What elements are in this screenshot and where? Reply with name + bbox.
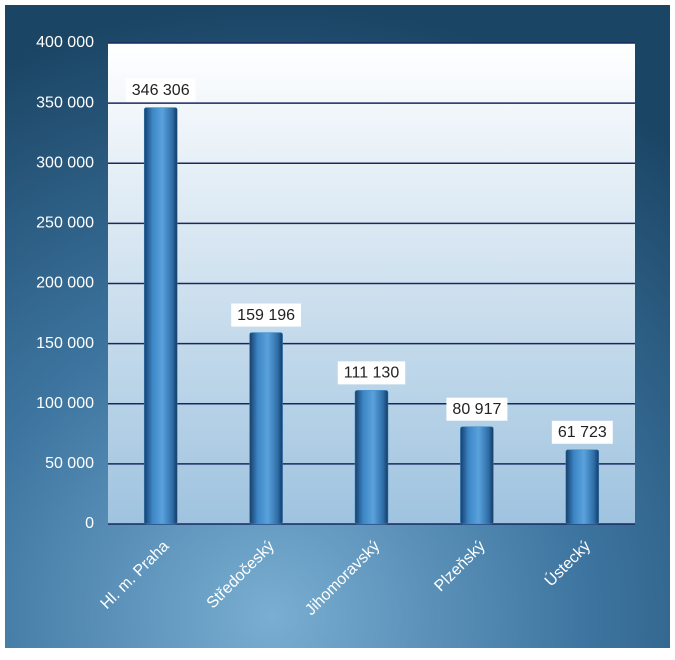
y-tick-label: 150 000 — [36, 335, 94, 352]
y-tick-label: 350 000 — [36, 94, 94, 111]
y-tick-label: 400 000 — [36, 34, 94, 51]
y-tick-label: 0 — [85, 515, 94, 532]
bar — [143, 107, 178, 525]
value-label: 80 917 — [452, 401, 501, 418]
y-tick-label: 50 000 — [45, 455, 94, 472]
y-tick-label: 100 000 — [36, 395, 94, 412]
value-label: 159 196 — [237, 307, 295, 324]
y-tick-label: 250 000 — [36, 215, 94, 232]
y-tick-label: 200 000 — [36, 275, 94, 292]
y-tick-label: 300 000 — [36, 154, 94, 171]
value-label: 346 306 — [132, 82, 190, 99]
value-label: 111 130 — [344, 365, 400, 382]
bar — [354, 390, 389, 525]
bar — [249, 332, 283, 525]
value-label-box — [125, 78, 196, 102]
value-label: 61 723 — [558, 424, 607, 441]
value-label-box — [551, 420, 613, 444]
value-label-box — [446, 397, 508, 421]
bar — [565, 449, 600, 525]
bar — [460, 426, 494, 525]
value-label-box — [231, 303, 302, 327]
value-label-box — [337, 361, 406, 385]
